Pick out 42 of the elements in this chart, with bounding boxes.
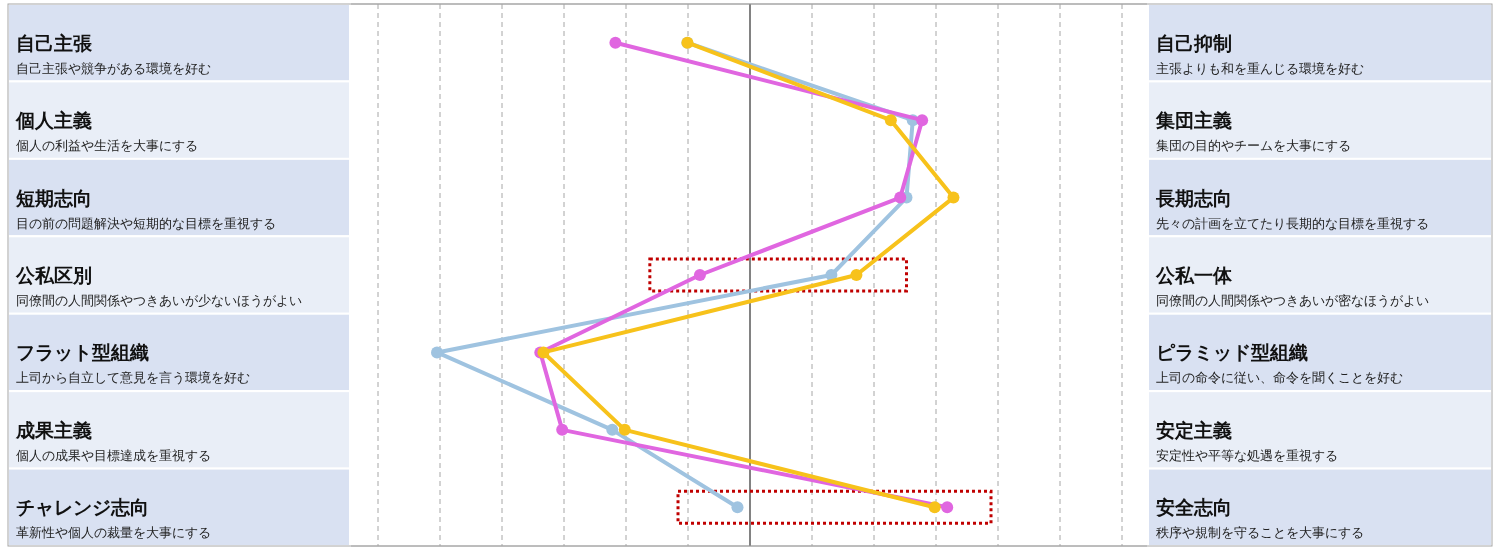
text: 個人の利益や生活を大事にする (16, 138, 198, 154)
y-tick-label: 成果主義 (15, 418, 92, 441)
y-tick-label: フラット型組織 (16, 341, 149, 364)
text: 上司から自立して意見を言う環境を好む (16, 370, 250, 386)
point (894, 191, 907, 204)
y2-tick-label: 長期志向 (1155, 186, 1232, 209)
y2-tick-label: 安全志向 (1156, 496, 1232, 519)
y2-tick-label: 自己抑制 (1156, 31, 1232, 54)
y-tick-label: 個人主義 (15, 109, 92, 132)
point (731, 501, 744, 514)
text: 主張よりも和を重んじる環境を好む (1156, 60, 1364, 76)
text: 目の前の問題解決や短期的な目標を重視する (16, 215, 276, 231)
text: 同僚間の人間関係やつきあいが少ないほうがよい (16, 293, 302, 308)
text: 個人の成果や目標達成を重視する (16, 447, 211, 463)
y2-tick-label: 集団主義 (1155, 109, 1232, 132)
text: 自己主張や競争がある環境を好む (16, 60, 211, 76)
y-tick-label: 公私区別 (15, 264, 92, 286)
y2-tick-label: 安定主義 (1156, 418, 1232, 441)
point (431, 346, 443, 359)
text: 安定性や平等な処遇を重視する (1156, 447, 1338, 463)
point (556, 423, 569, 436)
point (884, 114, 897, 127)
text: 同僚間の人間関係やつきあいが密なほうがよい (1156, 293, 1429, 308)
point (916, 114, 929, 127)
y2-tick-label: 公私一体 (1155, 264, 1233, 286)
point (693, 269, 706, 281)
text: 集団の目的やチームを大事にする (1156, 138, 1351, 154)
point (609, 36, 622, 49)
y-tick-label: チャレンジ志向 (16, 496, 149, 519)
text: 先々の計画を立てたり長期的な目標を重視する (1156, 215, 1429, 231)
y-tick-label: 短期志向 (15, 186, 92, 209)
y-tick-label: 自己主張 (16, 31, 93, 54)
point (606, 423, 619, 436)
point (928, 501, 941, 514)
text: 革新性や個人の裁量を大事にする (16, 525, 211, 541)
text: 上司の命令に従い、命令を聞くことを好む (1156, 370, 1403, 386)
point (947, 191, 960, 204)
y2-tick-label: ピラミッド型組織 (1156, 341, 1308, 364)
text: 秩序や規制を守ることを大事にする (1156, 525, 1364, 541)
point (850, 269, 863, 281)
point (618, 423, 631, 436)
point (941, 501, 954, 514)
